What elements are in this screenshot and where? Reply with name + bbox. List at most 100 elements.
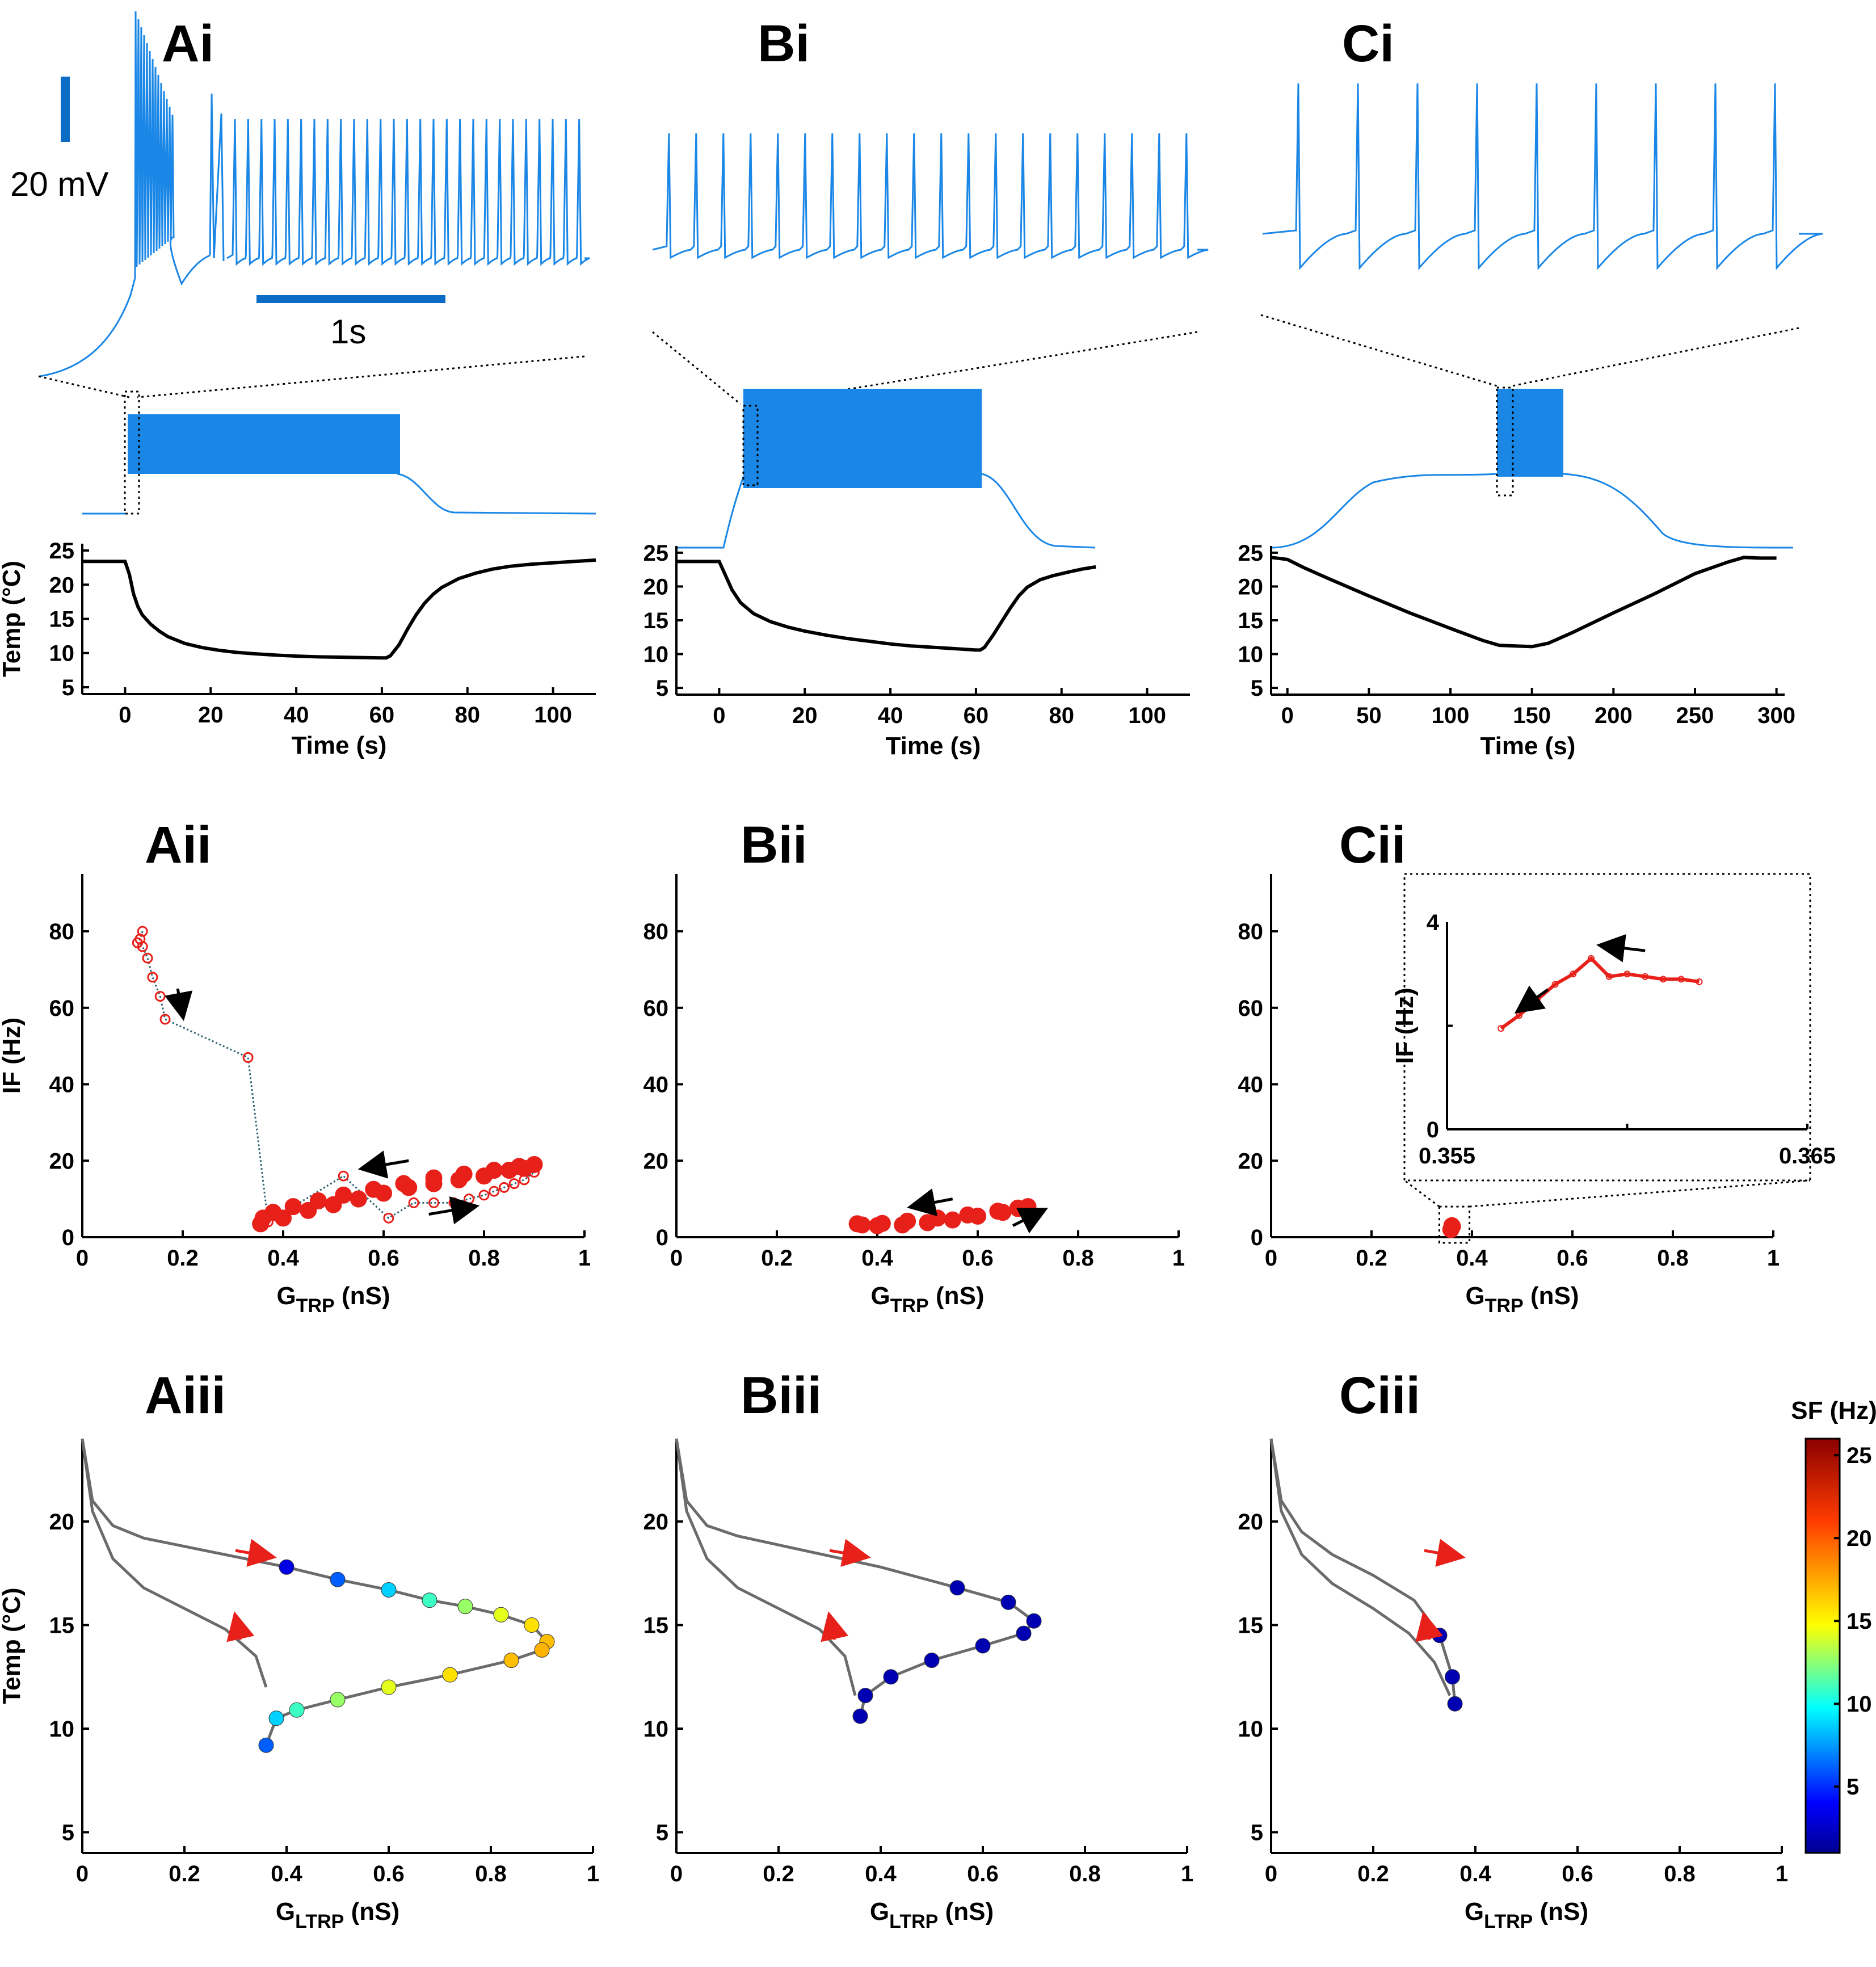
sf-marker — [524, 1617, 540, 1633]
sf-marker — [381, 1582, 397, 1598]
sf-marker — [1016, 1625, 1032, 1641]
axes-Bi-temp: 0 20 40 60 80 100 5 10 15 20 25 Time (s) — [643, 541, 1190, 760]
if-point — [485, 1162, 503, 1179]
y-tick-label: 0 — [656, 1225, 668, 1250]
return-trajectory — [1269, 1438, 1452, 1696]
spike-train — [652, 133, 1209, 259]
if-point — [1009, 1199, 1027, 1217]
x-tick-label: 0.2 — [169, 1861, 200, 1886]
x-tick-label: 1 — [1181, 1861, 1193, 1886]
inset-x-tick-label: 0.365 — [1779, 1144, 1836, 1169]
trace-Ai-zoom — [39, 11, 590, 377]
zoom-connector — [1260, 314, 1498, 387]
spike-train — [226, 119, 590, 266]
y-tick-label: 0 — [62, 1225, 74, 1250]
x-tick-label: 100 — [1128, 703, 1166, 728]
if-point — [508, 1178, 520, 1190]
x-tick-label: 0.4 — [271, 1861, 302, 1886]
inset-y-axis-label: IF (Hz) — [1391, 987, 1419, 1064]
x-tick-label: 80 — [455, 703, 481, 728]
trace-Ci-zoom — [1262, 83, 1823, 271]
x-tick-label: 300 — [1757, 703, 1795, 728]
y-axis-label: IF (Hz) — [0, 1018, 26, 1094]
y-tick-label: 15 — [643, 1613, 669, 1638]
y-axis-label: Temp (°C) — [0, 1588, 26, 1704]
sf-marker — [857, 1688, 873, 1704]
y-tick-label: 20 — [1238, 574, 1264, 599]
if-point — [959, 1206, 977, 1224]
sf-marker — [258, 1737, 274, 1753]
if-point — [284, 1198, 302, 1216]
x-axis-label: GTRP (nS) — [1466, 1282, 1579, 1317]
if-point — [1444, 1218, 1461, 1235]
y-axis-label: Temp (°C) — [0, 561, 26, 677]
y-tick-label: 20 — [643, 574, 669, 599]
inset-connector — [1404, 1179, 1811, 1208]
trace-Bi-overview — [676, 389, 1096, 549]
x-tick-label: 20 — [198, 703, 224, 728]
y-tick-label: 10 — [1238, 1717, 1264, 1742]
if-point — [338, 1170, 349, 1182]
x-axis-label: GLTRP (nS) — [276, 1898, 399, 1932]
axes-Ci-temp: 0 50 100 150 200 250 300 5 10 15 20 25 Time (s) — [1238, 541, 1796, 760]
sf-marker — [883, 1669, 899, 1685]
inset-if-point — [1588, 955, 1595, 962]
x-tick-label: 200 — [1595, 703, 1633, 728]
sf-marker — [330, 1692, 346, 1708]
if-point — [455, 1165, 473, 1183]
colorbar-gradient — [1805, 1438, 1841, 1854]
inset-x-tick-label: 0.355 — [1419, 1144, 1475, 1169]
sf-marker — [1445, 1669, 1460, 1685]
x-tick-label: 0 — [713, 703, 725, 728]
sf-marker — [1026, 1613, 1042, 1629]
y-tick-label: 80 — [1238, 919, 1264, 944]
trace-Bi-zoom — [652, 133, 1209, 259]
colorbar-tick-label: 25 — [1846, 1443, 1872, 1468]
x-tick-label: 40 — [878, 703, 903, 728]
inset-arrow-left — [1596, 934, 1646, 963]
if-point — [498, 1182, 510, 1193]
x-axis-label: GTRP (nS) — [871, 1282, 985, 1317]
sf-marker — [493, 1607, 509, 1623]
x-tick-label: 0 — [670, 1861, 683, 1886]
axes-Aii: 0 0.2 0.4 0.6 0.8 1 0 20 40 60 80 GTRP (nS) IF (Hz) — [0, 874, 591, 1317]
sf-marker — [268, 1710, 284, 1726]
baseline-ramp — [676, 473, 1096, 549]
voltage-traces — [38, 11, 1823, 549]
x-axis-label: Time (s) — [886, 732, 981, 760]
zoom-connector — [652, 331, 741, 405]
x-tick-label: 60 — [964, 703, 989, 728]
x-tick-label: 1 — [578, 1246, 591, 1271]
x-tick-label: 100 — [1432, 703, 1470, 728]
if-point — [309, 1192, 327, 1209]
colorbar-label: SF (Hz) — [1791, 1397, 1876, 1424]
y-tick-label: 20 — [643, 1149, 669, 1174]
direction-arrow — [1424, 1539, 1466, 1567]
y-tick-label: 60 — [49, 996, 75, 1021]
direction-arrow — [829, 1539, 871, 1567]
if-point — [489, 1186, 500, 1197]
inset-zoom-window — [1438, 1205, 1471, 1244]
arrow-right — [428, 1196, 480, 1225]
depolarization-ramp — [39, 278, 136, 377]
x-tick-label: 0.2 — [761, 1246, 793, 1271]
return-trajectory — [81, 1438, 268, 1688]
if-point — [989, 1203, 1007, 1220]
sf-marker — [457, 1599, 473, 1615]
if-point — [428, 1197, 439, 1208]
if-point — [510, 1158, 528, 1175]
direction-arrow — [235, 1539, 277, 1567]
zoom-connector — [38, 375, 130, 398]
x-tick-label: 0.8 — [1062, 1246, 1094, 1271]
x-axis-label: GLTRP (nS) — [870, 1898, 994, 1932]
x-tick-label: 0.4 — [1456, 1246, 1488, 1271]
x-tick-label: 100 — [534, 703, 572, 728]
zoom-window — [124, 390, 140, 515]
inset-if-point — [1642, 973, 1649, 980]
panel-label-Ciii: Ciii — [1339, 1367, 1420, 1424]
temperature-line — [82, 558, 596, 660]
arrow-right — [1012, 1208, 1048, 1234]
if-point — [899, 1212, 916, 1230]
zoom-window — [1496, 386, 1514, 497]
